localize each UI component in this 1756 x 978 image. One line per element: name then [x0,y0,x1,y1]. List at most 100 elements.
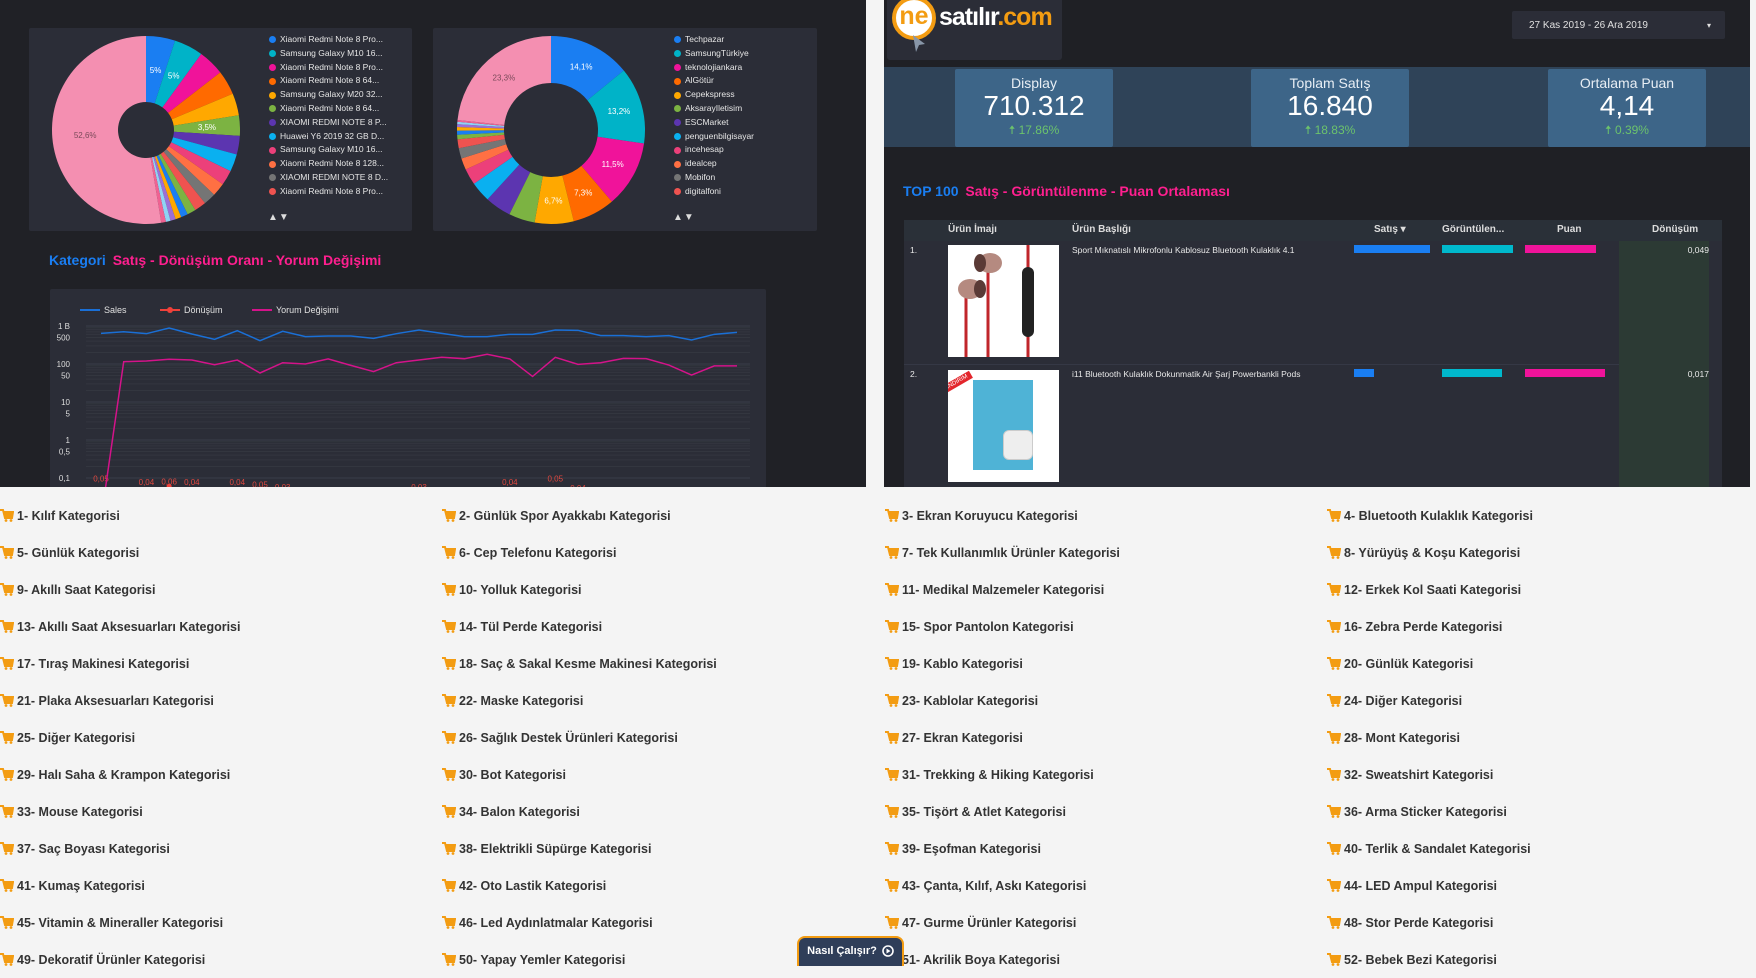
product-image[interactable] [948,245,1059,357]
category-link[interactable]: 12- Erkek Kol Saati Kategorisi [1327,571,1756,608]
category-link[interactable]: 17- Tıraş Makinesi Kategorisi [0,645,442,682]
col-header-image[interactable]: Ürün İmajı [948,224,997,235]
category-link[interactable]: 47- Gurme Ürünler Kategorisi [885,904,1327,941]
category-link[interactable]: 18- Saç & Sakal Kesme Makinesi Kategoris… [442,645,885,682]
col-header-conversion[interactable]: Dönüşüm [1652,224,1698,235]
legend-item[interactable]: Xiaomi Redmi Note 8 Pro... [269,33,388,47]
legend-item[interactable]: Xiaomi Redmi Note 8 128... [269,157,388,171]
legend-item[interactable]: Cepekspress [674,88,754,102]
legend-item[interactable]: AlGötür [674,74,754,88]
legend-pager[interactable]: ▲▼ [268,212,290,223]
legend-item[interactable]: Samsung Galaxy M10 16... [269,47,388,61]
category-link[interactable]: 31- Trekking & Hiking Kategorisi [885,756,1327,793]
legend-label[interactable]: Sales [104,305,127,315]
category-link[interactable]: 35- Tişört & Atlet Kategorisi [885,793,1327,830]
category-link[interactable]: 8- Yürüyüş & Koşu Kategorisi [1327,534,1756,571]
category-link[interactable]: 10- Yolluk Kategorisi [442,571,885,608]
category-link[interactable]: 22- Maske Kategorisi [442,682,885,719]
product-image[interactable]: İNDİRİM [948,370,1059,482]
category-link[interactable]: 19- Kablo Kategorisi [885,645,1327,682]
legend-item[interactable]: AksarayIletisim [674,102,754,116]
product-title[interactable]: i11 Bluetooth Kulaklık Dokunmatik Air Şa… [1072,369,1301,379]
how-it-works-button[interactable]: Nasıl Çalışır? [797,936,904,966]
date-range-picker[interactable]: 27 Kas 2019 - 26 Ara 2019 ▾ [1512,11,1725,39]
category-label: 39- Eşofman Kategorisi [902,842,1041,856]
category-link[interactable]: 14- Tül Perde Kategorisi [442,608,885,645]
category-link[interactable]: 16- Zebra Perde Kategorisi [1327,608,1756,645]
category-link[interactable]: 1- Kılıf Kategorisi [0,497,442,534]
category-link[interactable]: 37- Saç Boyası Kategorisi [0,830,442,867]
category-link[interactable]: 2- Günlük Spor Ayakkabı Kategorisi [442,497,885,534]
col-header-sales[interactable]: Satış ▾ [1374,224,1406,235]
category-link[interactable]: 29- Halı Saha & Krampon Kategorisi [0,756,442,793]
legend-item[interactable]: digitalfoni [674,185,754,199]
legend-item[interactable]: ESCMarket [674,116,754,130]
legend-item[interactable]: Techpazar [674,33,754,47]
category-link[interactable]: 51- Akrilik Boya Kategorisi [885,941,1327,978]
data-label: 0,04 [502,478,518,487]
category-link[interactable]: 3- Ekran Koruyucu Kategorisi [885,497,1327,534]
product-title[interactable]: Sport Mıknatıslı Mikrofonlu Kablosuz Blu… [1072,245,1295,255]
legend-item[interactable]: penguenbilgisayar [674,130,754,144]
category-link[interactable]: 44- LED Ampul Kategorisi [1327,867,1756,904]
category-link[interactable]: 27- Ekran Kategorisi [885,719,1327,756]
legend-item[interactable]: teknolojiankara [674,61,754,75]
category-link[interactable]: 15- Spor Pantolon Kategorisi [885,608,1327,645]
legend-item[interactable]: Samsung Galaxy M10 16... [269,143,388,157]
col-header-views[interactable]: Görüntülen... [1442,224,1504,235]
category-link[interactable]: 5- Günlük Kategorisi [0,534,442,571]
pie-slice[interactable] [52,36,161,224]
category-link[interactable]: 32- Sweatshirt Kategorisi [1327,756,1756,793]
legend-label[interactable]: Dönüşüm [184,305,223,315]
category-link[interactable]: 23- Kablolar Kategorisi [885,682,1327,719]
logo[interactable]: ne satılır.com [887,0,1062,60]
category-link[interactable]: 38- Elektrikli Süpürge Kategorisi [442,830,885,867]
category-link[interactable]: 39- Eşofman Kategorisi [885,830,1327,867]
category-link[interactable]: 11- Medikal Malzemeler Kategorisi [885,571,1327,608]
col-header-rating[interactable]: Puan [1557,224,1581,235]
col-header-title[interactable]: Ürün Başlığı [1072,224,1131,235]
legend-item[interactable]: Xiaomi Redmi Note 8 Pro... [269,61,388,75]
legend-label[interactable]: Yorum Değişimi [276,305,339,315]
category-link[interactable]: 4- Bluetooth Kulaklık Kategorisi [1327,497,1756,534]
legend-item[interactable]: Samsung Galaxy M20 32... [269,88,388,102]
legend-item[interactable]: idealcep [674,157,754,171]
legend-label: Samsung Galaxy M10 16... [280,47,383,61]
legend-item[interactable]: Mobifon [674,171,754,185]
category-link[interactable]: 34- Balon Kategorisi [442,793,885,830]
category-link[interactable]: 43- Çanta, Kılıf, Askı Kategorisi [885,867,1327,904]
category-link[interactable]: 52- Bebek Bezi Kategorisi [1327,941,1756,978]
category-link[interactable]: 30- Bot Kategorisi [442,756,885,793]
legend-item[interactable]: XIAOMI REDMI NOTE 8 P... [269,116,388,130]
legend-item[interactable]: Xiaomi Redmi Note 8 64... [269,102,388,116]
category-link[interactable]: 48- Stor Perde Kategorisi [1327,904,1756,941]
category-link[interactable]: 7- Tek Kullanımlık Ürünler Kategorisi [885,534,1327,571]
category-link[interactable]: 28- Mont Kategorisi [1327,719,1756,756]
legend-pager[interactable]: ▲▼ [673,212,695,223]
category-link[interactable]: 6- Cep Telefonu Kategorisi [442,534,885,571]
shopping-cart-icon [885,916,899,929]
category-link[interactable]: 42- Oto Lastik Kategorisi [442,867,885,904]
category-link[interactable]: 36- Arma Sticker Kategorisi [1327,793,1756,830]
legend-item[interactable]: Huawei Y6 2019 32 GB D... [269,130,388,144]
category-link[interactable]: 25- Diğer Kategorisi [0,719,442,756]
y-tick-label: 50 [61,371,70,380]
category-link[interactable]: 21- Plaka Aksesuarları Kategorisi [0,682,442,719]
category-link[interactable]: 33- Mouse Kategorisi [0,793,442,830]
legend-item[interactable]: incehesap [674,143,754,157]
legend-item[interactable]: XIAOMI REDMI NOTE 8 D... [269,171,388,185]
legend-item[interactable]: Xiaomi Redmi Note 8 Pro... [269,185,388,199]
category-link[interactable]: 41- Kumaş Kategorisi [0,867,442,904]
category-link[interactable]: 49- Dekoratif Ürünler Kategorisi [0,941,442,978]
category-link[interactable]: 13- Akıllı Saat Aksesuarları Kategorisi [0,608,442,645]
legend-item[interactable]: SamsungTürkiye [674,47,754,61]
category-link[interactable]: 9- Akıllı Saat Kategorisi [0,571,442,608]
shopping-cart-icon [442,694,456,707]
category-link[interactable]: 24- Diğer Kategorisi [1327,682,1756,719]
legend-swatch [269,188,276,195]
legend-item[interactable]: Xiaomi Redmi Note 8 64... [269,74,388,88]
category-link[interactable]: 20- Günlük Kategorisi [1327,645,1756,682]
category-link[interactable]: 26- Sağlık Destek Ürünleri Kategorisi [442,719,885,756]
category-link[interactable]: 45- Vitamin & Mineraller Kategorisi [0,904,442,941]
category-link[interactable]: 40- Terlik & Sandalet Kategorisi [1327,830,1756,867]
